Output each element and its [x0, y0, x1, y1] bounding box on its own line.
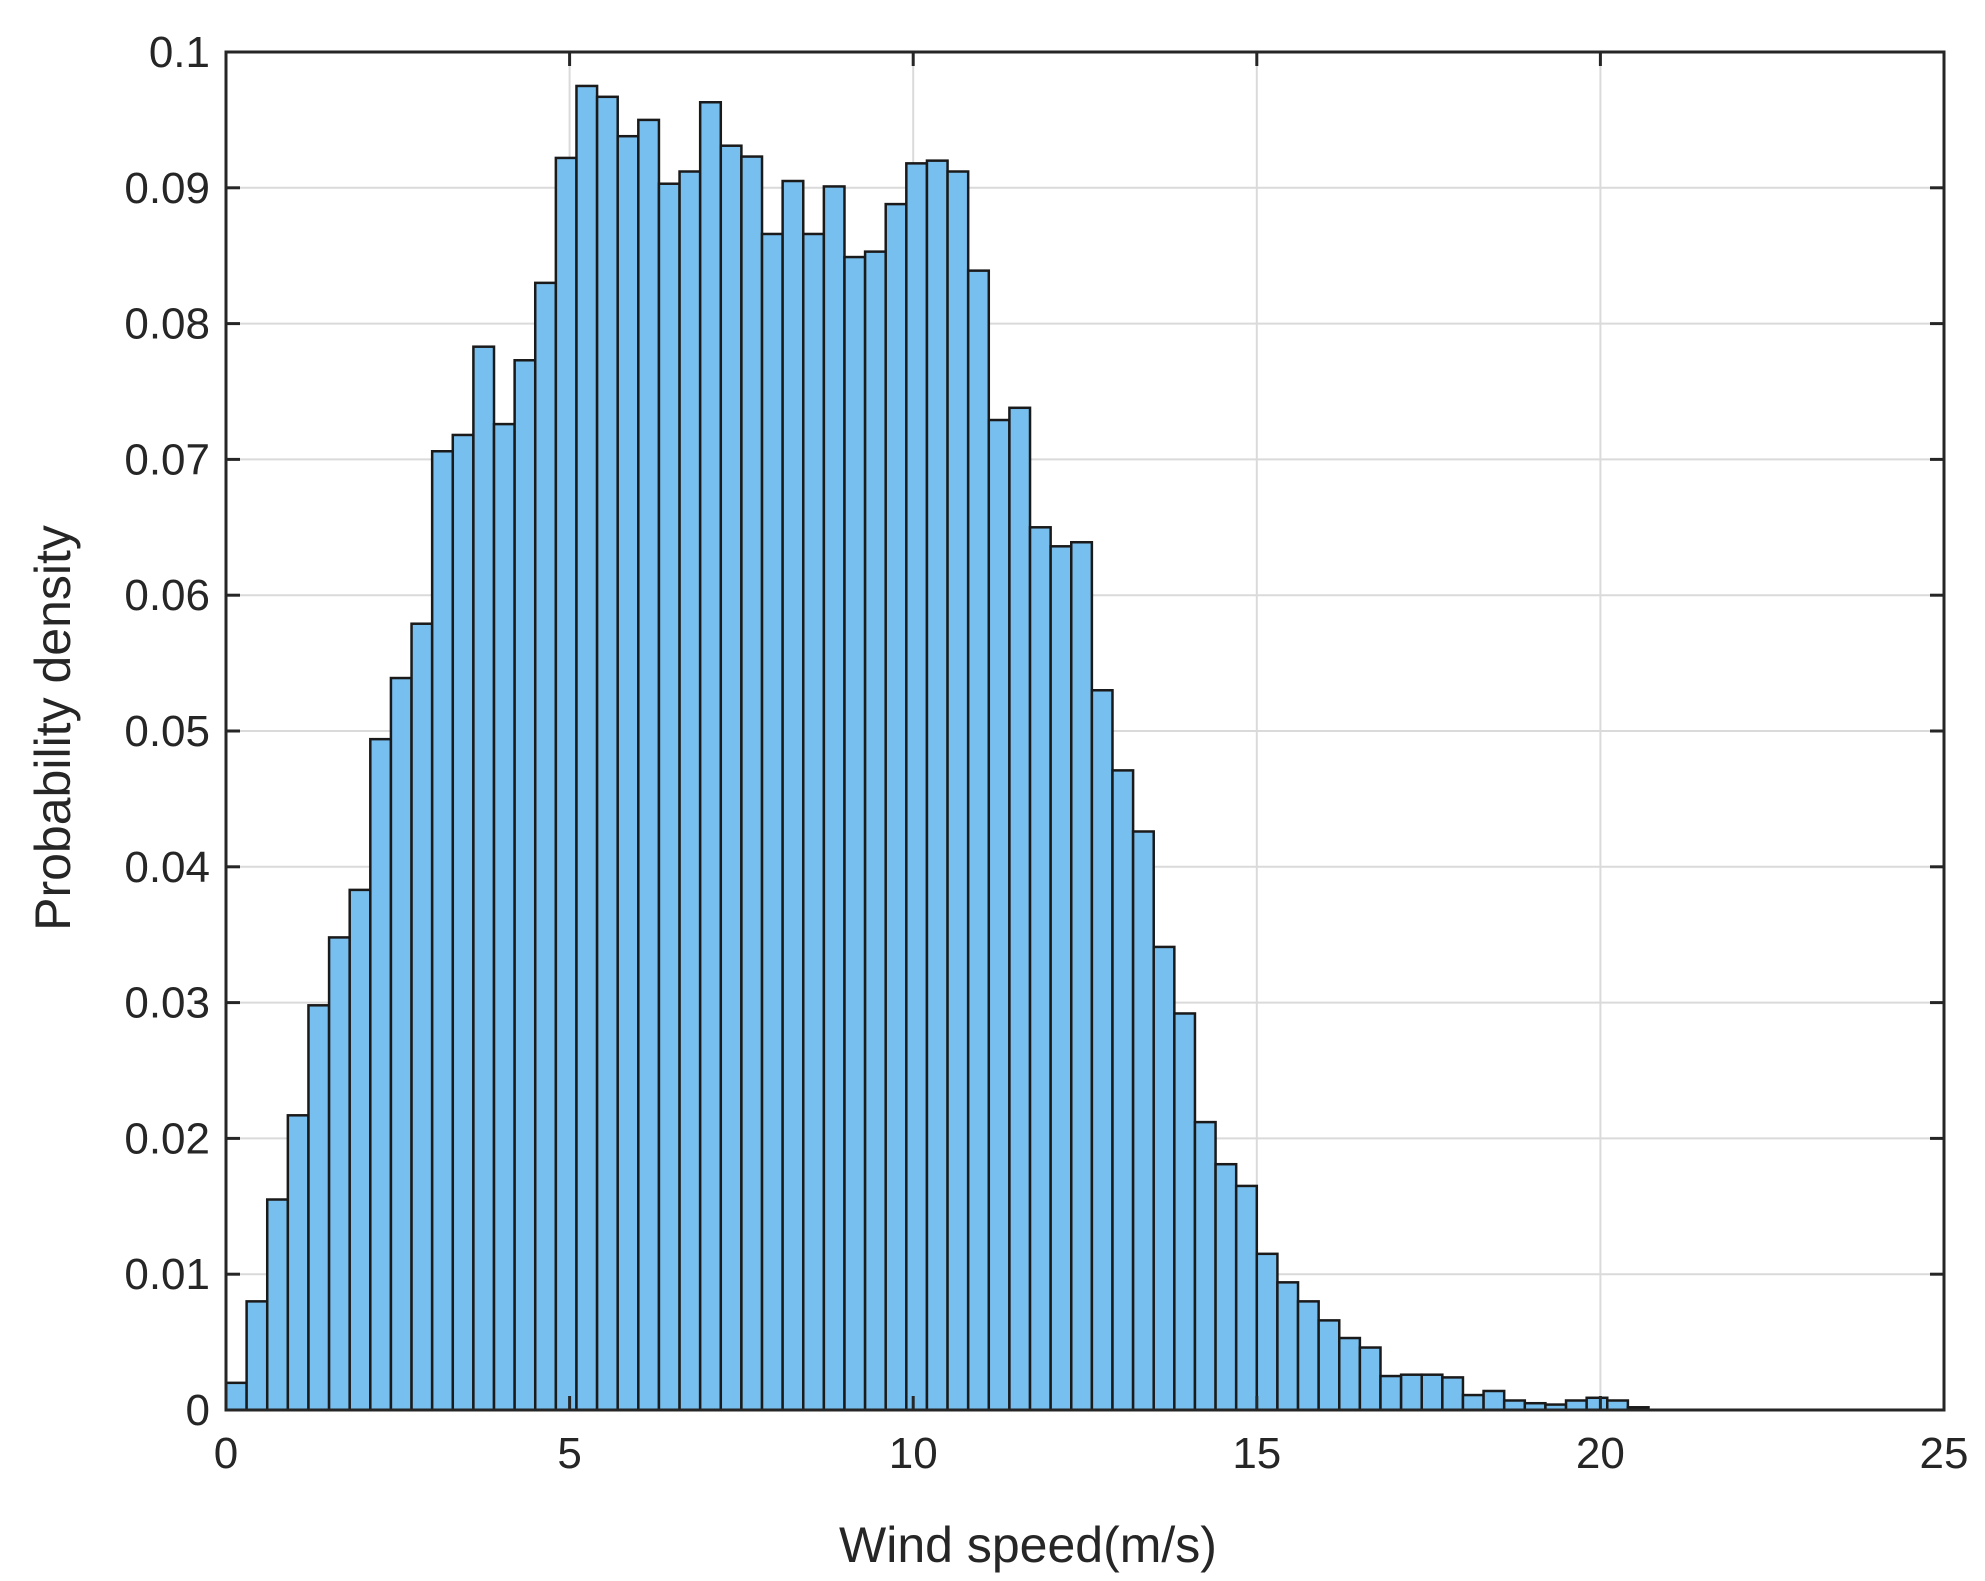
histogram-bar — [1338, 1336, 1362, 1412]
histogram-bar — [369, 737, 393, 1412]
histogram-bar — [389, 676, 413, 1412]
y-tick-label: 0.01 — [124, 1250, 210, 1299]
histogram-bar — [430, 450, 455, 1412]
histogram-bar — [595, 95, 619, 1412]
histogram-bar — [410, 622, 434, 1412]
histogram-bar — [554, 156, 578, 1412]
histogram-bar — [1358, 1346, 1382, 1412]
y-tick-label: 0.06 — [124, 571, 210, 620]
histogram-bar — [637, 118, 661, 1412]
y-tick-label: 0.07 — [124, 435, 210, 484]
histogram-bar — [740, 155, 764, 1412]
histogram-bar — [1049, 545, 1073, 1412]
histogram-bar — [801, 232, 826, 1412]
histogram-bar — [1131, 830, 1155, 1412]
histogram-bar — [1441, 1376, 1465, 1412]
x-tick-label: 25 — [1920, 1429, 1969, 1478]
y-tick-label: 0.03 — [124, 979, 210, 1028]
histogram-bar — [1379, 1374, 1403, 1412]
axes — [224, 50, 1946, 1412]
histogram-bar — [760, 232, 784, 1412]
histogram-bar — [966, 269, 991, 1412]
histogram-bar — [451, 433, 475, 1412]
histogram-bar — [1008, 406, 1032, 1412]
histogram-bar — [863, 250, 887, 1412]
x-tick-label: 10 — [889, 1429, 938, 1478]
histogram-bar — [719, 144, 743, 1412]
histogram-bar — [1296, 1300, 1320, 1412]
histogram-bar — [1193, 1120, 1217, 1412]
histogram-bar — [678, 170, 702, 1412]
x-tick-label: 0 — [214, 1429, 238, 1478]
histogram-bar — [492, 422, 516, 1412]
histogram-bar — [884, 202, 908, 1412]
y-tick-label: 0.02 — [124, 1114, 210, 1163]
tick-labels: 0 5 10 15 20 25 0 0.01 0.02 0.03 0.04 0.05 0.06 0.07 0… — [124, 28, 1968, 1478]
histogram-bars — [224, 84, 1650, 1412]
y-axis-label: Probability density — [25, 525, 81, 931]
histogram-bar — [1234, 1184, 1259, 1412]
y-tick-label: 0.09 — [124, 164, 210, 213]
histogram-bar — [1111, 769, 1135, 1412]
histogram-bar — [533, 281, 558, 1412]
histogram-bar — [348, 888, 372, 1412]
histogram-bar — [1399, 1373, 1423, 1412]
histogram-bar — [472, 345, 496, 1412]
histogram-bar — [946, 170, 970, 1412]
y-tick-label: 0.08 — [124, 300, 210, 349]
histogram-bar — [843, 255, 867, 1412]
histogram-bar — [925, 159, 949, 1412]
histogram-bar — [1420, 1373, 1444, 1412]
histogram-bar — [1070, 540, 1094, 1412]
histogram-bar — [224, 1381, 248, 1412]
histogram-bar — [1090, 689, 1114, 1412]
histogram-bar — [781, 179, 805, 1412]
histogram-bar — [1317, 1319, 1341, 1412]
histogram-bar — [1585, 1396, 1609, 1412]
histogram-bar — [575, 84, 599, 1412]
histogram-bar — [286, 1114, 310, 1412]
x-axis-label: Wind speed(m/s) — [839, 1517, 1217, 1573]
x-tick-label: 5 — [557, 1429, 581, 1478]
histogram-bar — [822, 185, 846, 1412]
histogram-bar — [327, 936, 351, 1412]
x-tick-label: 15 — [1232, 1429, 1281, 1478]
histogram-bar — [1173, 1012, 1197, 1412]
histogram-bar — [1152, 945, 1176, 1412]
y-tick-label: 0.1 — [149, 28, 210, 77]
histogram-bar — [1028, 526, 1052, 1412]
histogram-bar — [1461, 1393, 1485, 1412]
histogram-bar — [513, 359, 537, 1412]
histogram-bar — [1214, 1162, 1238, 1412]
histogram-bar — [657, 182, 681, 1412]
histogram-bar — [1255, 1252, 1279, 1412]
histogram-bar — [265, 1198, 290, 1412]
histogram-bar — [698, 100, 723, 1412]
histogram-bar — [307, 1004, 331, 1412]
histogram-bar — [905, 162, 929, 1412]
histogram-bar — [245, 1300, 269, 1412]
x-tick-label: 20 — [1576, 1429, 1625, 1478]
histogram-bar — [616, 134, 640, 1412]
y-tick-label: 0 — [186, 1386, 210, 1435]
y-tick-label: 0.04 — [124, 843, 210, 892]
histogram-bar — [1482, 1389, 1506, 1412]
histogram-bar — [987, 418, 1011, 1412]
histogram-bar — [1276, 1281, 1300, 1412]
y-tick-label: 0.05 — [124, 707, 210, 756]
